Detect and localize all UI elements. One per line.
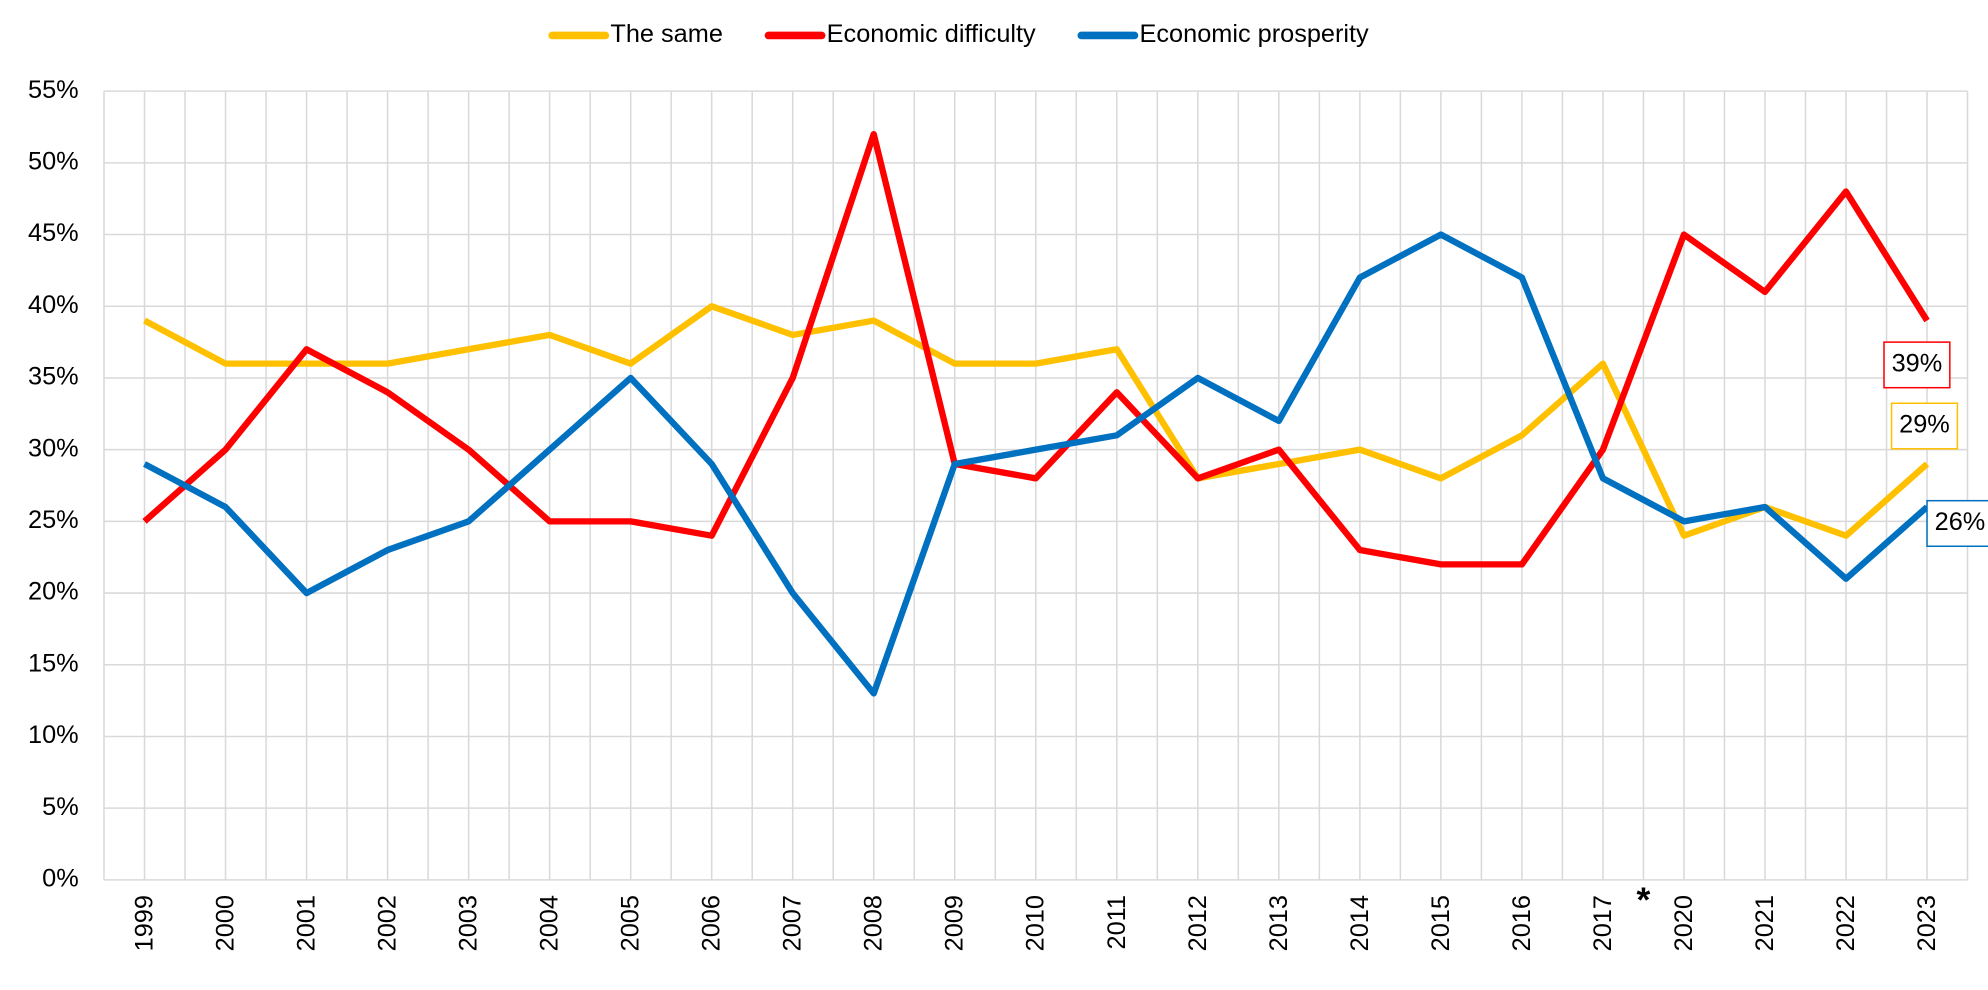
x-tick-label: 2017 [1589,895,1617,951]
x-tick-label: 2002 [374,895,402,951]
value-label-box [1890,402,1959,450]
value-label-text: 39% [1892,350,1943,378]
series-line [142,131,1930,568]
y-tick-label: 0% [42,865,79,893]
legend: The same Economic difficulty Economic pros… [548,20,1370,48]
value-label-text: 26% [1935,508,1986,536]
x-tick-label: 2001 [293,895,321,951]
x-tick-label: 2000 [212,895,240,951]
x-tick-label: 2006 [698,895,726,951]
legend-label: Economic difficulty [827,20,1036,48]
x-tick-label: 1999 [130,895,158,951]
y-tick-label: 50% [28,148,79,176]
y-tick-label: 40% [28,291,79,319]
x-tick-label: 2003 [455,895,483,951]
y-tick-label: 35% [28,363,79,391]
value-label-box [1883,341,1951,389]
value-label: 26% [1926,499,1988,548]
x-tick-label: 2015 [1427,895,1455,951]
legend-label: The same [610,20,722,48]
x-tick-label: 2005 [617,895,645,951]
x-tick-label: 2007 [779,895,807,951]
series-line [143,303,1930,539]
value-label-box [1926,499,1988,548]
x-tick-label: 2012 [1184,895,1212,951]
x-tick-label: 2021 [1751,895,1779,951]
x-tick-label: 2013 [1265,895,1293,951]
y-tick-label: 30% [28,434,79,462]
x-tick-label: 2023 [1913,895,1941,951]
value-label: 29% [1890,402,1959,450]
y-tick-label: 25% [28,506,79,534]
y-tick-label: 55% [28,76,79,104]
x-tick-label: 2014 [1346,895,1374,951]
value-label: 39% [1883,341,1951,389]
x-tick-label: 2004 [536,895,564,951]
x-tick-label: 2020 [1670,895,1698,951]
x-tick-label: 2011 [1103,895,1131,949]
y-tick-label: 15% [28,649,79,677]
y-tick-label: 45% [28,219,79,247]
x-tick-label: 2016 [1508,895,1536,951]
x-tick-label: 2009 [941,895,969,951]
x-tick-label: 2008 [860,895,888,951]
x-tick-label: 2022 [1832,895,1860,951]
y-tick-label: 5% [42,793,79,821]
legend-label: Economic prosperity [1140,20,1370,48]
y-tick-label: 20% [28,578,79,606]
x-tick-label: 2010 [1022,895,1050,951]
value-label-text: 29% [1899,411,1950,439]
series-line [143,231,1930,697]
y-tick-label: 10% [28,721,79,749]
annotation: * [1637,880,1651,920]
